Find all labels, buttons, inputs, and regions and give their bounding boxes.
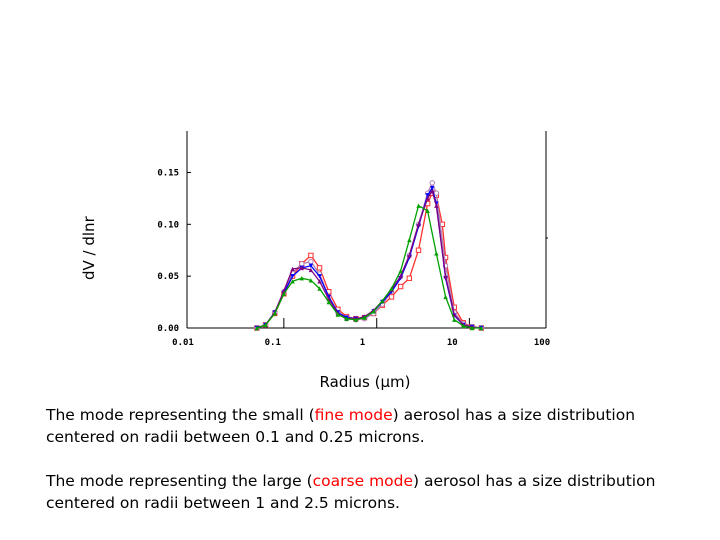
series-2-point-4	[290, 273, 295, 279]
chart-ticks: 0.00 0.05 0.10 0.15 0.01 0.1 1 10 100	[157, 168, 550, 348]
series-4-point-1	[263, 322, 268, 328]
series-4-line	[256, 204, 482, 329]
series-4-point-11	[353, 317, 359, 322]
series-0-point-18	[415, 247, 422, 253]
x-tick-label-3: 10	[447, 338, 458, 348]
series-2-point-19	[425, 193, 430, 198]
series-4-point-4	[290, 279, 295, 284]
chart-axes	[186, 131, 548, 329]
series-3-point-21	[434, 203, 439, 208]
series-1-point-6	[308, 258, 314, 265]
series-4-point-0	[254, 325, 260, 331]
series-4-point-13	[371, 309, 376, 314]
series-3-point-7	[317, 279, 322, 284]
series-4-point-22	[452, 317, 457, 322]
x-tick-label-2: 1	[360, 338, 365, 348]
y-axis-label: dV / dlnr	[80, 216, 98, 280]
series-4-point-17	[407, 237, 412, 243]
chart-series	[254, 180, 484, 331]
series-3-point-5	[299, 265, 304, 271]
coarse-mode-highlight: coarse mode	[312, 472, 414, 490]
series-1-point-21	[433, 190, 440, 196]
series-0	[254, 190, 484, 331]
series-4-point-10	[344, 316, 349, 321]
x-tick-label-4: 100	[534, 338, 550, 348]
series-4-point-21	[443, 294, 448, 300]
series-0-point-17	[406, 275, 413, 281]
x-axis-label: Radius (µm)	[319, 373, 411, 391]
series-4-point-15	[389, 286, 394, 291]
series-0-line	[256, 192, 482, 329]
series-1-point-5	[299, 261, 305, 267]
series-4-point-18	[416, 203, 421, 208]
fine-mode-text-after: ) aerosol has a size distribution center…	[46, 406, 636, 446]
y-tick-label-0: 0.00	[157, 324, 179, 334]
series-4-point-20	[434, 251, 439, 256]
series-4-point-25	[479, 325, 484, 331]
series-3-point-17	[407, 253, 412, 258]
series-4-point-3	[281, 291, 287, 296]
y-tick-label-2: 0.10	[157, 220, 179, 230]
fine-mode-paragraph: The mode representing the small (fine mo…	[46, 404, 706, 448]
series-3-point-4	[290, 266, 295, 272]
series-2-point-6	[308, 263, 314, 268]
series-4-point-5	[299, 276, 304, 281]
series-0-point-7	[316, 265, 323, 271]
x-tick-label-0: 0.01	[172, 338, 194, 348]
y-tick-label-1: 0.05	[157, 272, 179, 282]
series-4-point-24	[469, 325, 475, 331]
series-4-point-2	[272, 311, 277, 316]
size-distribution-chart: 0.00 0.05 0.10 0.15 0.01 0.1 1 10 100	[157, 131, 550, 348]
series-4-point-16	[398, 268, 403, 274]
series-3-point-6	[308, 267, 314, 273]
coarse-mode-text-after: ) aerosol has a size distribution center…	[46, 472, 656, 512]
series-0-point-16	[397, 283, 404, 290]
coarse-mode-text-before: The mode representing the large (	[46, 472, 313, 490]
series-3	[254, 188, 484, 331]
series-3-point-20	[430, 188, 435, 194]
series-3-point-22	[443, 273, 448, 279]
series-2-point-7	[317, 273, 322, 279]
series-4-point-12	[362, 315, 367, 320]
series-2-point-20	[430, 185, 435, 191]
fine-mode-text-before: The mode representing the small (	[46, 406, 315, 424]
y-tick-label-3: 0.15	[157, 168, 179, 178]
series-0-point-6	[308, 252, 314, 259]
coarse-mode-paragraph: The mode representing the large (coarse …	[46, 470, 706, 514]
series-4-point-7	[317, 286, 322, 291]
series-0-point-15	[388, 294, 395, 300]
series-4-point-23	[461, 323, 466, 329]
series-3-point-19	[425, 196, 430, 201]
series-4-point-8	[326, 299, 331, 305]
series-3-point-16	[398, 273, 403, 279]
series-4-point-6	[308, 278, 314, 283]
series-1-point-20	[429, 180, 435, 186]
x-tick-label-1: 0.1	[265, 338, 281, 348]
series-4-point-19	[425, 208, 430, 214]
series-3-point-18	[416, 222, 421, 227]
series-4	[254, 203, 484, 331]
series-4-point-14	[380, 298, 385, 304]
series-2	[254, 185, 484, 331]
series-4-point-9	[335, 312, 341, 317]
fine-mode-highlight: fine mode	[314, 406, 393, 424]
